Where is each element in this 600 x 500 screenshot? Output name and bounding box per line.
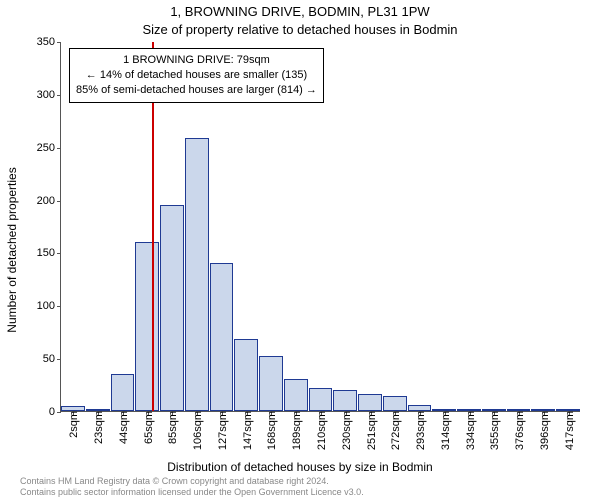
x-tick-label: 85sqm bbox=[165, 411, 179, 444]
histogram-bar bbox=[309, 388, 333, 411]
y-tick-label: 250 bbox=[37, 142, 61, 154]
annotation-line-2: ← 14% of detached houses are smaller (13… bbox=[76, 68, 317, 83]
x-tick-label: 314sqm bbox=[438, 411, 452, 450]
x-tick-label: 2sqm bbox=[66, 411, 80, 438]
y-axis-label: Number of detached properties bbox=[5, 167, 19, 332]
chart-footer: Contains HM Land Registry data © Crown c… bbox=[20, 476, 364, 498]
footer-line-2: Contains public sector information licen… bbox=[20, 487, 364, 498]
x-tick-label: 376sqm bbox=[512, 411, 526, 450]
x-tick-label: 251sqm bbox=[364, 411, 378, 450]
x-tick-label: 334sqm bbox=[463, 411, 477, 450]
annotation-box: 1 BROWNING DRIVE: 79sqm ← 14% of detache… bbox=[69, 48, 324, 103]
x-tick-label: 355sqm bbox=[487, 411, 501, 450]
x-tick-label: 127sqm bbox=[215, 411, 229, 450]
x-tick-label: 44sqm bbox=[116, 411, 130, 444]
x-tick-label: 230sqm bbox=[339, 411, 353, 450]
y-tick-label: 350 bbox=[37, 36, 61, 48]
y-tick-label: 200 bbox=[37, 195, 61, 207]
y-tick-label: 150 bbox=[37, 247, 61, 259]
x-axis-label: Distribution of detached houses by size … bbox=[0, 460, 600, 474]
x-tick-label: 168sqm bbox=[264, 411, 278, 450]
property-size-chart: 1, BROWNING DRIVE, BODMIN, PL31 1PW Size… bbox=[0, 0, 600, 500]
histogram-bar bbox=[259, 356, 283, 411]
x-tick-label: 272sqm bbox=[388, 411, 402, 450]
plot-area: 0501001502002503003502sqm23sqm44sqm65sqm… bbox=[60, 42, 580, 412]
histogram-bar bbox=[284, 379, 308, 411]
x-tick-label: 23sqm bbox=[91, 411, 105, 444]
y-tick-label: 300 bbox=[37, 89, 61, 101]
annotation-line-1: 1 BROWNING DRIVE: 79sqm bbox=[76, 53, 317, 68]
histogram-bar bbox=[210, 263, 234, 411]
histogram-bar bbox=[333, 390, 357, 411]
chart-title-main: 1, BROWNING DRIVE, BODMIN, PL31 1PW bbox=[0, 4, 600, 19]
y-tick-label: 0 bbox=[49, 406, 61, 418]
x-tick-label: 65sqm bbox=[141, 411, 155, 444]
x-tick-label: 293sqm bbox=[413, 411, 427, 450]
x-tick-label: 147sqm bbox=[240, 411, 254, 450]
histogram-bar bbox=[160, 205, 184, 411]
y-tick-label: 50 bbox=[43, 353, 61, 365]
x-tick-label: 396sqm bbox=[537, 411, 551, 450]
footer-line-1: Contains HM Land Registry data © Crown c… bbox=[20, 476, 364, 487]
y-tick-label: 100 bbox=[37, 300, 61, 312]
annotation-line-3: 85% of semi-detached houses are larger (… bbox=[76, 83, 317, 98]
histogram-bar bbox=[185, 138, 209, 411]
x-tick-label: 106sqm bbox=[190, 411, 204, 450]
histogram-bar bbox=[111, 374, 135, 411]
x-tick-label: 210sqm bbox=[314, 411, 328, 450]
histogram-bar bbox=[135, 242, 159, 411]
histogram-bar bbox=[234, 339, 258, 411]
histogram-bar bbox=[358, 394, 382, 411]
histogram-bar bbox=[383, 396, 407, 411]
x-tick-label: 417sqm bbox=[562, 411, 576, 450]
chart-title-sub: Size of property relative to detached ho… bbox=[0, 22, 600, 37]
x-tick-label: 189sqm bbox=[289, 411, 303, 450]
